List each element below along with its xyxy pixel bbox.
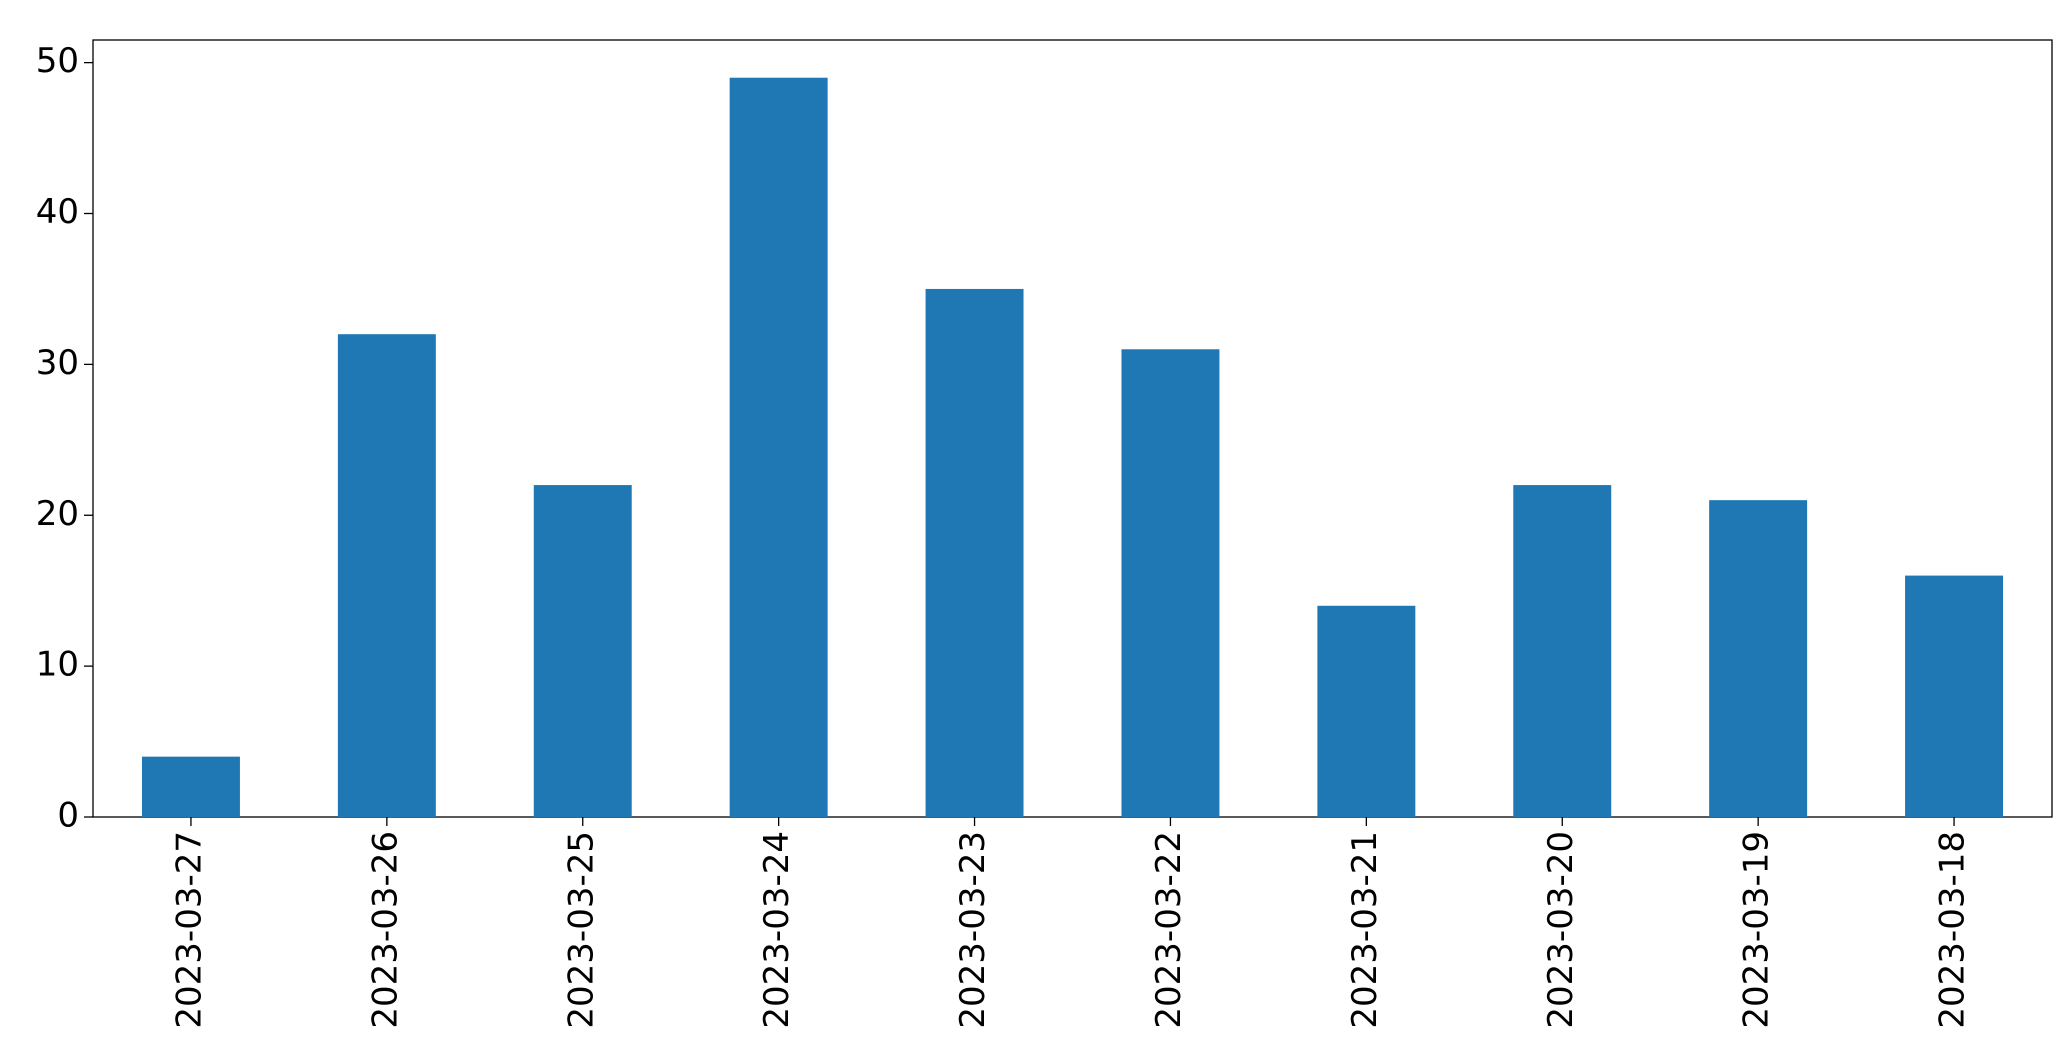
bar bbox=[925, 288, 1024, 817]
bar bbox=[1121, 349, 1220, 817]
bar bbox=[533, 485, 632, 817]
bar bbox=[729, 77, 828, 817]
x-tick-label: 2023-03-27 bbox=[169, 831, 209, 1029]
x-tick-label: 2023-03-20 bbox=[1541, 831, 1581, 1029]
y-tick-label: 30 bbox=[36, 343, 79, 383]
bar bbox=[141, 756, 240, 817]
x-tick-label: 2023-03-25 bbox=[561, 831, 601, 1029]
x-tick-label: 2023-03-18 bbox=[1933, 831, 1973, 1029]
x-tick-label: 2023-03-21 bbox=[1345, 831, 1385, 1029]
y-tick-label: 50 bbox=[36, 41, 79, 81]
y-tick-label: 40 bbox=[36, 192, 79, 232]
x-tick-label: 2023-03-24 bbox=[757, 831, 797, 1029]
bar bbox=[1905, 575, 2004, 817]
x-tick-label: 2023-03-22 bbox=[1149, 831, 1189, 1029]
bar bbox=[1709, 500, 1808, 817]
x-tick-label: 2023-03-23 bbox=[953, 831, 993, 1029]
bar bbox=[337, 334, 436, 817]
x-tick-label: 2023-03-19 bbox=[1737, 831, 1777, 1029]
bar bbox=[1317, 605, 1416, 817]
bar bbox=[1513, 485, 1612, 817]
y-tick-label: 20 bbox=[36, 494, 79, 534]
y-tick-label: 0 bbox=[57, 796, 79, 836]
plot-frame bbox=[92, 39, 2053, 818]
y-tick-label: 10 bbox=[36, 645, 79, 685]
x-tick-label: 2023-03-26 bbox=[365, 831, 405, 1029]
